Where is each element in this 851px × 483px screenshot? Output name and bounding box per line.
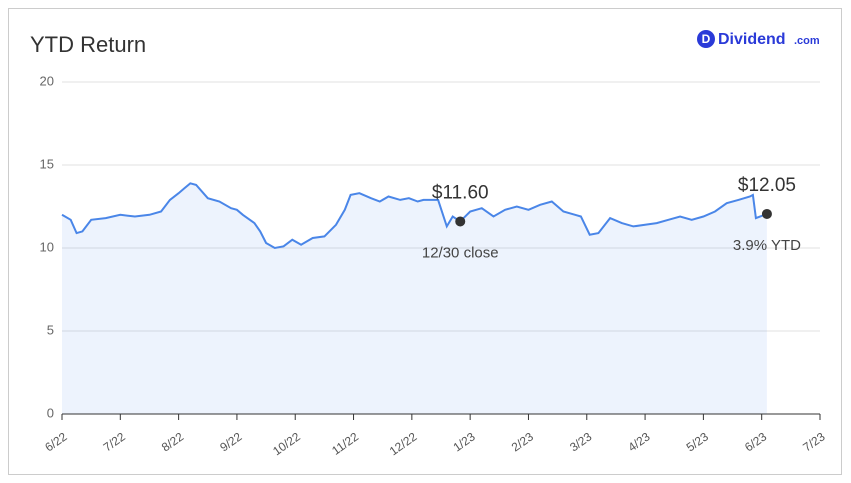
annotation-label: $12.05 [738,175,796,196]
annotation-note: 12/30 close [422,244,499,261]
card [8,8,842,475]
annotation-label: $11.60 [432,182,489,203]
y-tick-label: 15 [40,156,54,171]
logo-icon-bg [697,30,715,48]
line [61,182,768,250]
y-tick-label: 0 [47,405,54,420]
annotation-marker [455,216,466,227]
logo-name: Dividend [718,31,786,48]
area [62,183,767,414]
chart-title: YTD Return [30,32,146,57]
annotation-marker [761,208,772,219]
logo-icon: D [702,32,711,46]
annotation-note: 3.9% YTD [733,237,801,254]
y-tick-label: 20 [40,73,54,88]
y-tick-label: 5 [47,322,54,337]
logo-suffix: .com [794,35,820,47]
y-tick-label: 10 [40,239,54,254]
